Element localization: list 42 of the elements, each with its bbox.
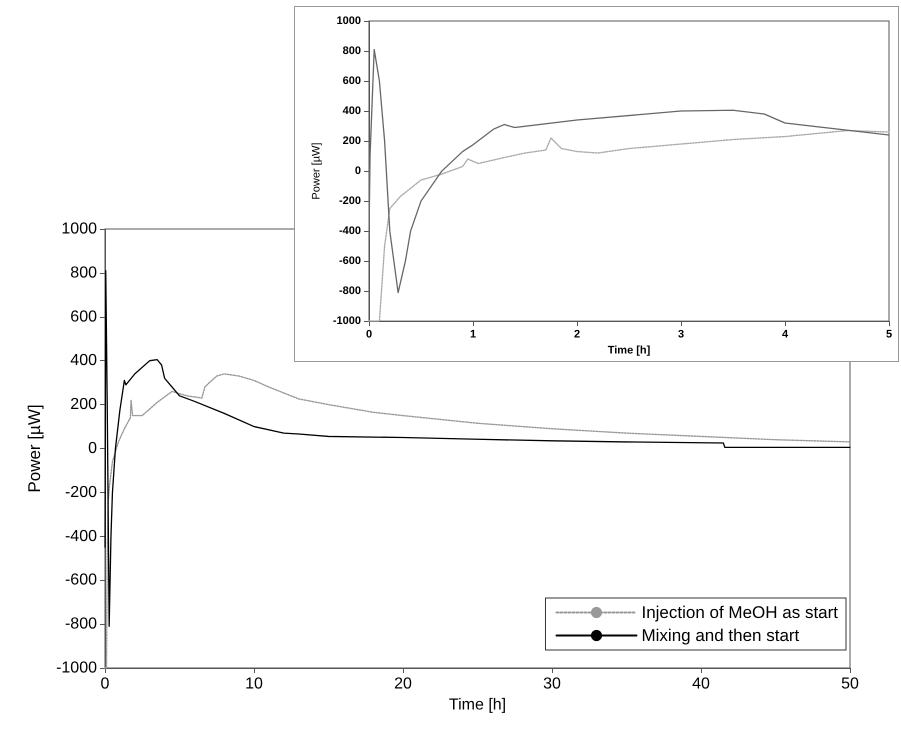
y-tick-label: -400 [338, 225, 361, 238]
x-tick-label: 3 [678, 328, 684, 341]
x-tick-label: 0 [366, 328, 372, 341]
y-tick-label: -200 [338, 195, 361, 208]
y-tick-label: -800 [64, 616, 98, 633]
y-tick-label: 800 [342, 45, 361, 58]
x-tick-label: 10 [245, 676, 263, 692]
line-series [368, 48, 890, 294]
y-axis-title: Power [µW] [310, 142, 322, 200]
x-tick-label: 20 [394, 676, 412, 692]
y-tick-label: 1000 [61, 220, 98, 238]
y-axis-title: Power [µW] [25, 404, 44, 493]
y-tick-label: 0 [88, 440, 98, 457]
legend-label: Injection of MeOH as start [641, 603, 838, 622]
x-tick-label: 1 [470, 328, 476, 341]
x-tick-label: 5 [886, 328, 892, 341]
y-tick-label: -1000 [332, 315, 361, 328]
x-axis-title: Time [h] [448, 696, 506, 714]
y-tick-label: 0 [354, 165, 361, 178]
y-tick-label: 600 [342, 75, 361, 88]
y-tick-label: -400 [64, 528, 98, 545]
x-tick-label: 30 [543, 676, 561, 692]
y-tick-label: 400 [70, 352, 98, 370]
y-tick-label: 200 [70, 396, 98, 414]
x-axis-title: Time [h] [608, 344, 651, 356]
y-tick-label: 400 [342, 105, 361, 118]
line-series [104, 270, 851, 627]
y-tick-label: 1000 [336, 15, 361, 27]
x-tick-label: 4 [782, 328, 789, 341]
x-tick-label: 2 [574, 328, 580, 341]
x-tick-label: 50 [841, 676, 859, 692]
x-tick-label: 0 [100, 676, 110, 692]
y-tick-label: 800 [70, 264, 98, 282]
y-tick-label: -600 [338, 255, 361, 268]
y-tick-label: 600 [70, 308, 98, 326]
y-tick-label: 200 [342, 135, 361, 148]
legend-label: Mixing and then start [641, 626, 800, 645]
y-tick-label: -800 [338, 285, 361, 298]
y-tick-label: -200 [64, 484, 98, 501]
y-tick-label: -600 [64, 572, 98, 589]
x-tick-label: 40 [692, 676, 710, 692]
y-tick-label: -1000 [56, 660, 98, 676]
